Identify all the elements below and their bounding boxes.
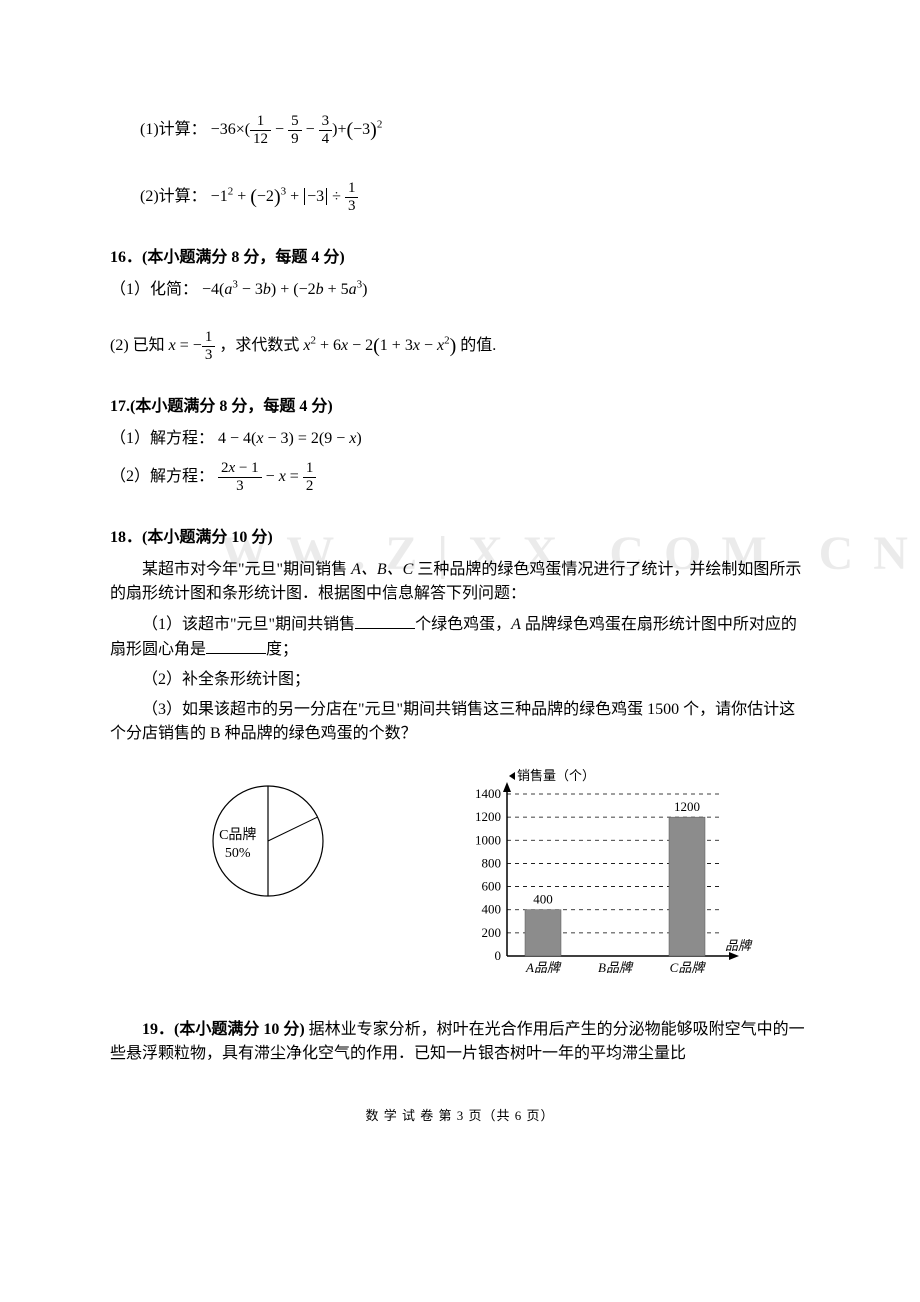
bar-chart: 0 200 400 600 800 1000 1200 1400 销售量（个） 品牌 A品牌 400 B… xyxy=(453,766,753,986)
q18-p2: （1）该超市"元旦"期间共销售个绿色鸡蛋，A 品牌绿色鸡蛋在扇形统计图中所对应的… xyxy=(110,612,810,662)
q19: 19．(本小题满分 10 分) 据林业专家分析，树叶在光合作用后产生的分泌物能够… xyxy=(110,1018,810,1066)
q18-figures: C品牌 50% 0 200 400 600 800 1000 1200 1400 销售量（个） 品牌… xyxy=(110,766,810,986)
q16-item2-prefix: (2) 已知 xyxy=(110,337,165,354)
blank-total xyxy=(355,612,415,629)
q16-item2-suffix: 的值. xyxy=(460,337,496,354)
svg-text:600: 600 xyxy=(481,879,501,894)
q16-item2-mid: ，求代数式 xyxy=(219,337,299,354)
svg-text:品牌: 品牌 xyxy=(725,938,753,953)
q15-item1-prefix: (1)计算： xyxy=(140,121,207,138)
svg-text:200: 200 xyxy=(481,925,501,940)
svg-text:0: 0 xyxy=(494,948,501,963)
q18-p1: 某超市对今年"元旦"期间销售 A、B、C 三种品牌的绿色鸡蛋情况进行了统计，并绘… xyxy=(110,558,810,606)
page-footer: 数 学 试 卷 第 3 页（共 6 页） xyxy=(110,1106,810,1126)
pie-chart: C品牌 50% xyxy=(168,766,338,916)
q16-item2: (2) 已知 x = −13 ，求代数式 x2 + 6x − 2(1 + 3x … xyxy=(110,330,810,363)
q17-item1: （1）解方程： 4 − 4(x − 3) = 2(9 − x) xyxy=(110,427,810,451)
q15-item2-prefix: (2)计算： xyxy=(140,188,207,205)
q18: W W . Z | X X . C O M . C N 18．(本小题满分 10… xyxy=(110,526,810,986)
q17: 17.(本小题满分 8 分，每题 4 分) （1）解方程： 4 − 4(x − … xyxy=(110,395,810,494)
q16-item2-math-a: x = −13 xyxy=(169,337,220,354)
q16-item1-prefix: （1）化简： xyxy=(110,281,198,298)
q15-item2-math: −12 + (−2)3 + −3 ÷ 13 xyxy=(211,188,359,205)
q16: 16．(本小题满分 8 分，每题 4 分) （1）化简： −4(a3 − 3b)… xyxy=(110,246,810,363)
q17-item2: （2）解方程： 2x − 13 − x = 12 xyxy=(110,461,810,494)
q18-p2-b: 个绿色鸡蛋， xyxy=(415,616,511,633)
svg-text:1200: 1200 xyxy=(674,799,700,814)
q17-item1-math: 4 − 4(x − 3) = 2(9 − x) xyxy=(218,430,362,447)
svg-text:A品牌: A品牌 xyxy=(525,960,562,975)
q19-line: 19．(本小题满分 10 分) 据林业专家分析，树叶在光合作用后产生的分泌物能够… xyxy=(110,1018,810,1066)
blank-angle xyxy=(206,637,266,654)
q17-heading: 17.(本小题满分 8 分，每题 4 分) xyxy=(110,395,810,419)
q15-item1-math: −36×(112 − 59 − 34)+(−3)2 xyxy=(211,121,383,138)
q16-item1: （1）化简： −4(a3 − 3b) + (−2b + 5a3) xyxy=(110,278,810,302)
q18-p4: （3）如果该超市的另一分店在"元旦"期间共销售这三种品牌的绿色鸡蛋 1500 个… xyxy=(110,698,810,746)
q18-p1-pre: 某超市对今年"元旦"期间销售 xyxy=(142,561,351,578)
svg-text:400: 400 xyxy=(533,892,553,907)
q18-brands: A、B、C xyxy=(351,561,413,578)
q18-p2-d: 度； xyxy=(266,641,298,658)
svg-text:销售量（个）: 销售量（个） xyxy=(517,768,595,783)
q18-brand-a: A xyxy=(511,616,521,633)
svg-text:400: 400 xyxy=(481,902,501,917)
q16-heading: 16．(本小题满分 8 分，每题 4 分) xyxy=(110,246,810,270)
q17-item2-math: 2x − 13 − x = 12 xyxy=(218,468,316,485)
svg-text:C品牌: C品牌 xyxy=(669,960,706,975)
q18-p3: （2）补全条形统计图； xyxy=(110,668,810,692)
q17-item2-prefix: （2）解方程： xyxy=(110,468,214,485)
svg-text:1400: 1400 xyxy=(475,786,501,801)
q15-item1: (1)计算： −36×(112 − 59 − 34)+(−3)2 xyxy=(140,114,810,147)
q16-item2-math-b: x2 + 6x − 2(1 + 3x − x2) xyxy=(303,337,460,354)
svg-text:B品牌: B品牌 xyxy=(598,960,634,975)
q16-item1-math: −4(a3 − 3b) + (−2b + 5a3) xyxy=(202,281,367,298)
q17-item1-prefix: （1）解方程： xyxy=(110,430,214,447)
q18-p2-a: （1）该超市"元旦"期间共销售 xyxy=(142,616,355,633)
svg-text:C品牌: C品牌 xyxy=(219,826,256,843)
q18-heading: 18．(本小题满分 10 分) xyxy=(110,526,810,550)
q15-item2: (2)计算： −12 + (−2)3 + −3 ÷ 13 xyxy=(140,181,810,214)
svg-text:50%: 50% xyxy=(224,846,250,861)
q19-heading: 19．(本小题满分 10 分) xyxy=(142,1021,305,1038)
svg-text:800: 800 xyxy=(481,855,501,870)
svg-text:1200: 1200 xyxy=(475,809,501,824)
svg-text:1000: 1000 xyxy=(475,832,501,847)
